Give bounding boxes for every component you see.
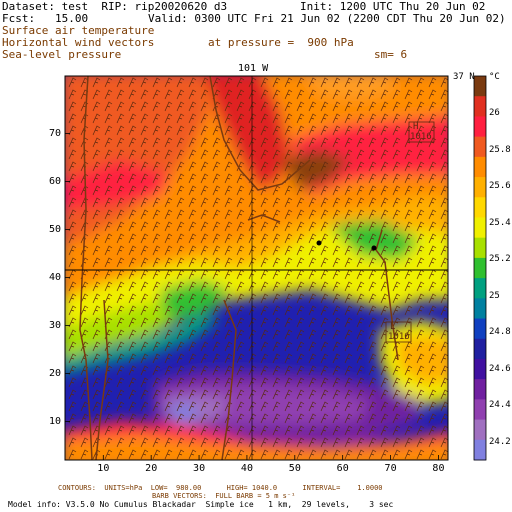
colorbar-tick-label: 24.6 [489, 363, 511, 374]
colorbar-block [474, 197, 486, 218]
colorbar-block [474, 358, 486, 380]
y-tick-label: 30 [49, 319, 62, 331]
forecast-line: Fcst: 15.00 [2, 12, 89, 25]
colorbar-block [474, 177, 486, 198]
colorbar-block [474, 217, 486, 239]
colorbar-tick-label: 25.8 [489, 144, 511, 155]
temperature-field [65, 76, 448, 460]
colorbar-tick-label: 24.8 [489, 327, 511, 337]
colorbar-block [474, 156, 486, 178]
low-pressure-label: L [390, 322, 396, 332]
colorbar-tick-label: 25.4 [489, 217, 511, 228]
colorbar-block [474, 278, 486, 299]
x-tick-label: 20 [145, 463, 158, 474]
field-slp: Sea-level pressure [2, 48, 122, 61]
field-wind: Horizontal wind vectors [2, 36, 155, 49]
high-pressure-value: 1016 [410, 132, 432, 142]
wind-barbs [68, 77, 448, 460]
x-tick-label: 40 [240, 463, 253, 474]
colorbar-block [474, 419, 486, 441]
high-pressure-marker [408, 121, 435, 143]
y-tick-label: 50 [49, 223, 62, 235]
low-pressure-value: 1016 [388, 332, 410, 342]
x-tick-label: 80 [432, 463, 445, 474]
x-tick-marks [102, 455, 439, 460]
model-info: Model info: V3.5.0 No Cumulus Blackadar … [8, 500, 394, 509]
colorbar-block [474, 439, 486, 461]
colorbar-unit: °C [489, 72, 500, 82]
x-tick-label: 50 [288, 463, 301, 474]
field-temperature: Surface air temperature [2, 24, 155, 37]
colorbar-block [474, 116, 486, 138]
y-tick-label: 20 [49, 367, 62, 379]
colorbar-block [474, 338, 486, 360]
colorbar-block [474, 318, 486, 340]
colorbar-block [474, 237, 486, 259]
temperature-colorbar [474, 76, 486, 461]
smoothing-label: sm= 6 [374, 48, 408, 61]
colorbar-frame [473, 75, 487, 461]
city-dot [316, 240, 322, 246]
colorbar-block [474, 379, 486, 400]
city-dot [371, 245, 377, 251]
high-pressure-label: H [413, 122, 419, 132]
x-tick-label: 60 [336, 463, 349, 474]
barb-info: BARB VECTORS: FULL BARB = 5 m s⁻¹ [152, 492, 296, 500]
valid-line: Valid: 0300 UTC Fri 21 Jun 02 (2200 CDT … [148, 12, 506, 25]
y-tick-label: 70 [49, 127, 62, 139]
low-pressure-marker [385, 321, 412, 343]
colorbar-tick-label: 25 [489, 290, 500, 301]
y-tick-label: 60 [49, 175, 62, 187]
x-tick-label: 10 [97, 463, 110, 474]
state-boundaries [79, 76, 399, 460]
map-frame [64, 75, 449, 461]
colorbar-block [474, 96, 486, 117]
colorbar-tick-label: 24.4 [489, 400, 511, 410]
dataset-line: Dataset: test RIP: rip20020620 d3 [2, 0, 228, 13]
x-tick-label: 30 [193, 463, 206, 474]
init-line: Init: 1200 UTC Thu 20 Jun 02 [300, 0, 486, 13]
colorbar-tick-label: 26 [489, 108, 500, 118]
top-longitude-label: 101 W [238, 63, 269, 74]
y-tick-label: 40 [49, 271, 62, 283]
colorbar-block [474, 257, 486, 279]
y-tick-marks [65, 133, 70, 423]
colorbar-block [474, 399, 486, 421]
colorbar-block [474, 298, 486, 320]
field-pressure-level: at pressure = 900 hPa [208, 36, 354, 49]
right-latitude-label: 37 N [453, 72, 475, 82]
colorbar-block [474, 76, 486, 97]
colorbar-tick-label: 25.2 [489, 254, 511, 264]
contour-info: CONTOURS: UNITS=hPa LOW= 980.00 HIGH= 10… [58, 484, 383, 492]
y-tick-label: 10 [49, 415, 62, 427]
x-tick-label: 70 [384, 463, 397, 474]
colorbar-tick-label: 25.6 [489, 181, 511, 191]
colorbar-block [474, 136, 486, 158]
colorbar-tick-label: 24.2 [489, 436, 511, 447]
